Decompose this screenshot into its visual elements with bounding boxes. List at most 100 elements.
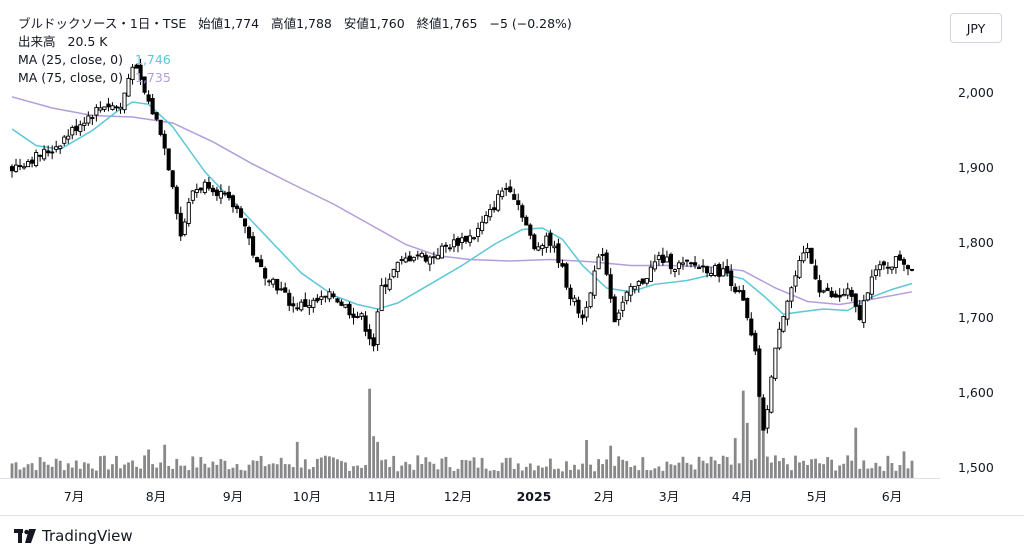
volume-bar (74, 460, 78, 478)
volume-bar (790, 470, 793, 478)
candle-body (821, 290, 826, 293)
candle-body (640, 278, 645, 284)
volume-bar (219, 459, 223, 478)
candle-body (713, 265, 718, 276)
candle-body (142, 76, 147, 93)
candle-body (552, 245, 557, 249)
volume-bar (472, 457, 476, 478)
x-tick-label: 10月 (293, 489, 321, 504)
volume-bar (621, 459, 625, 478)
candle-body (813, 265, 818, 280)
volume-bar (251, 460, 255, 478)
volume-bar (858, 468, 862, 478)
candle-body (801, 252, 806, 262)
ma75-row[interactable]: MA (75, close, 0) 1,735 (18, 69, 572, 87)
candle-body (761, 397, 766, 431)
volume-bar (191, 456, 195, 478)
volume-bar (295, 441, 299, 478)
volume-bar (54, 458, 58, 478)
volume-bar (227, 469, 231, 478)
candle-body (110, 105, 115, 110)
candle-body (150, 98, 155, 115)
volume-bar (488, 470, 492, 478)
candle-body (664, 256, 669, 263)
candle-body (548, 232, 553, 246)
candle-body (741, 290, 746, 301)
candle-body (765, 409, 770, 429)
volume-bar (179, 465, 183, 478)
volume-bar (665, 461, 669, 478)
volume-bar (42, 461, 46, 478)
volume-bar (428, 461, 432, 478)
volume-bar (581, 463, 584, 478)
candle-body (488, 208, 493, 218)
volume-bar (577, 469, 580, 478)
ma75-line (11, 96, 913, 306)
candle-body (632, 285, 637, 290)
price-axis: 2,000 1,900 1,800 1,700 1,600 1,500 (958, 85, 994, 475)
volume-bar (10, 463, 14, 478)
volume-bar (344, 462, 347, 478)
candle-body (869, 276, 874, 295)
volume-bar (235, 464, 239, 478)
candle-body (769, 376, 774, 413)
ma25-row[interactable]: MA (25, close, 0) 1,746 (18, 51, 572, 69)
volume-bar (496, 471, 500, 478)
candle-body (873, 269, 878, 276)
currency-button[interactable]: JPY (950, 13, 1002, 43)
volume-row: 出来高 20.5 K (18, 33, 572, 51)
volume-bar (58, 460, 62, 478)
candle-body (652, 261, 657, 270)
candle-body (166, 148, 171, 171)
tradingview-logo[interactable]: TradingView (14, 527, 133, 545)
candle-body (70, 127, 75, 136)
volume-bar (207, 467, 211, 478)
candle-body (146, 94, 151, 102)
candle-body (781, 316, 786, 332)
candle-body (901, 259, 907, 265)
candle-body (311, 299, 316, 308)
volume-bar (782, 457, 785, 478)
candle-body (737, 290, 742, 292)
candle-body (508, 186, 513, 193)
candle-body (295, 307, 300, 310)
y-tick-label: 2,000 (958, 85, 994, 100)
volume-bar (332, 457, 335, 478)
volume-bar (247, 464, 251, 478)
brand-label: TradingView (42, 527, 133, 545)
candle-body (777, 328, 782, 349)
volume-bar (565, 461, 568, 478)
candle-body (797, 260, 802, 278)
volume-bar (814, 458, 817, 478)
volume-bar (906, 468, 910, 478)
volume-bar (259, 455, 263, 478)
y-tick-label: 1,600 (958, 385, 994, 400)
candle-body (126, 77, 131, 97)
volume-bar (557, 468, 560, 478)
volume-bar (98, 456, 102, 478)
volume-bar (745, 422, 749, 478)
candle-body (592, 270, 597, 296)
candle-body (676, 262, 682, 269)
volume-bar (283, 464, 287, 478)
candle-body (680, 262, 686, 265)
candle-body (34, 152, 39, 167)
low-label: 安値 (343, 16, 369, 31)
volume-bar (111, 464, 114, 478)
candle-body (701, 265, 706, 268)
candle-body (347, 303, 352, 316)
candle-body (580, 314, 585, 319)
volume-bar (376, 441, 380, 478)
volume-bar (416, 455, 420, 478)
volume-bar (155, 467, 159, 478)
close-label: 終値 (416, 16, 442, 31)
candle-body (520, 205, 525, 218)
volume-bar (388, 467, 392, 478)
volume-bar (82, 462, 86, 478)
volume-bar (263, 466, 267, 478)
candle-body (50, 151, 55, 154)
volume-bar (30, 463, 34, 478)
volume-bar (540, 467, 544, 478)
volume-bar (753, 458, 757, 478)
